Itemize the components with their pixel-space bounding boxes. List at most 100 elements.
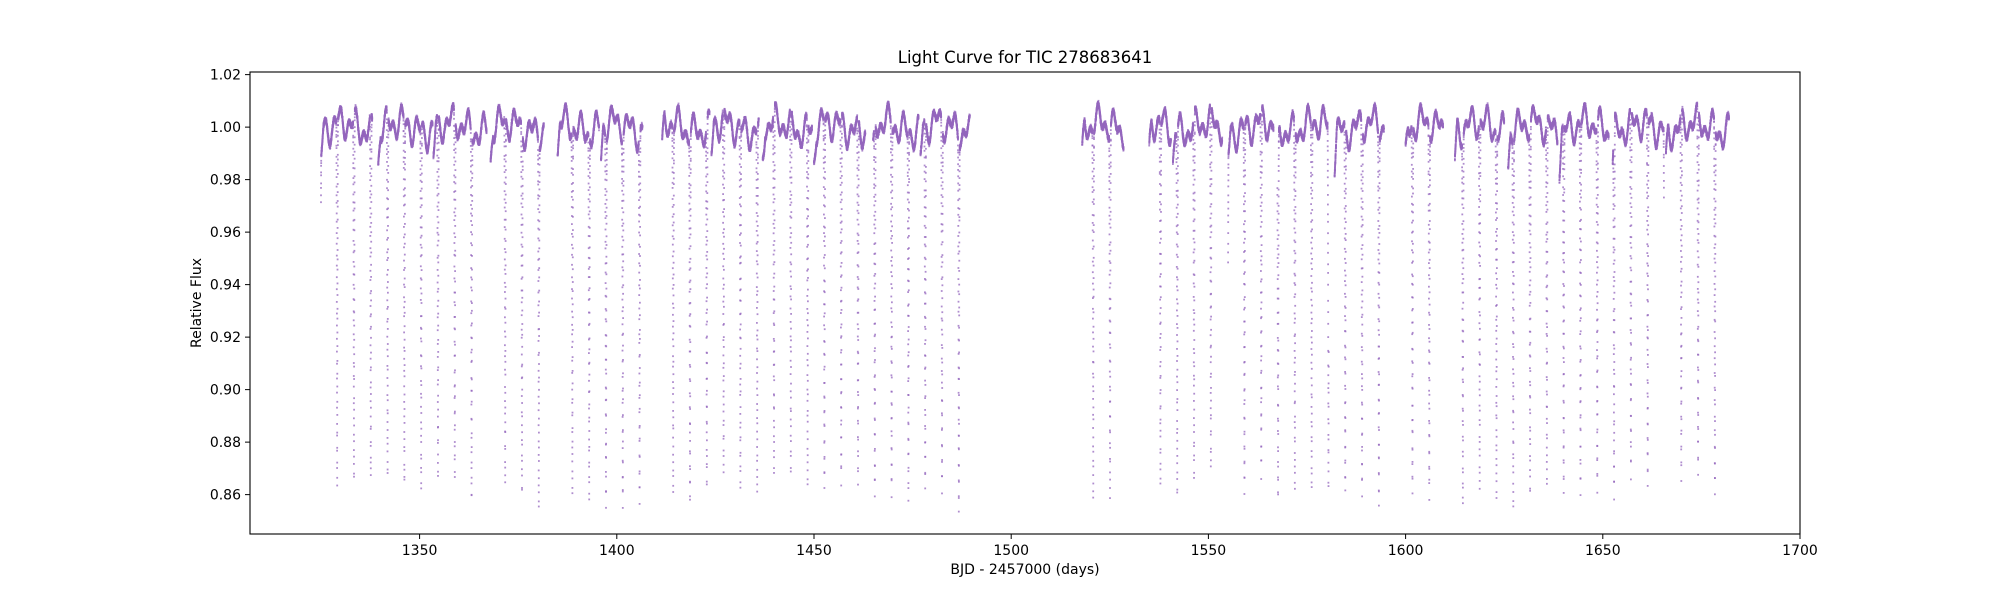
- data-point: [354, 136, 356, 138]
- data-point: [367, 134, 369, 136]
- data-point: [335, 119, 337, 121]
- data-point: [353, 183, 355, 185]
- data-point: [339, 114, 341, 116]
- data-point: [337, 120, 339, 122]
- data-point: [353, 402, 355, 404]
- data-point: [369, 190, 371, 192]
- data-point: [327, 133, 329, 135]
- data-point: [336, 392, 338, 394]
- data-point: [337, 219, 339, 221]
- data-point: [353, 386, 355, 388]
- data-point: [336, 127, 338, 129]
- data-point: [337, 237, 339, 239]
- data-point: [337, 200, 339, 202]
- data-point: [336, 288, 338, 290]
- data-point: [336, 363, 338, 365]
- data-point: [353, 346, 355, 348]
- data-point: [353, 425, 355, 427]
- data-point: [370, 315, 372, 317]
- data-point: [369, 129, 371, 131]
- data-point: [320, 162, 322, 164]
- data-point: [337, 124, 339, 126]
- data-point: [327, 130, 329, 132]
- data-point: [336, 432, 338, 434]
- data-point: [354, 244, 356, 246]
- data-point: [357, 120, 359, 122]
- data-point: [343, 129, 345, 131]
- data-point: [354, 182, 356, 184]
- data-point: [364, 131, 366, 133]
- data-point: [336, 301, 338, 303]
- data-point: [353, 362, 355, 364]
- data-point: [369, 207, 371, 209]
- data-point: [336, 462, 338, 464]
- data-point: [337, 227, 339, 229]
- data-point: [352, 148, 354, 150]
- data-point: [370, 256, 372, 258]
- data-point: [353, 194, 355, 196]
- data-point: [333, 122, 335, 124]
- data-point: [353, 473, 355, 475]
- data-point: [336, 169, 338, 171]
- data-point: [337, 294, 339, 296]
- data-point: [325, 118, 327, 120]
- data-point: [353, 353, 355, 355]
- data-point: [369, 118, 371, 120]
- data-point: [342, 125, 344, 127]
- data-point: [322, 139, 324, 141]
- data-point: [353, 378, 355, 380]
- data-point: [321, 150, 323, 152]
- data-point: [322, 137, 324, 139]
- data-point: [337, 144, 339, 146]
- data-point: [357, 116, 359, 118]
- data-point: [369, 144, 371, 146]
- data-point: [368, 123, 370, 125]
- data-point: [336, 450, 338, 452]
- data-point: [337, 191, 339, 193]
- data-point: [330, 143, 332, 145]
- data-point: [337, 283, 339, 285]
- data-point: [336, 255, 338, 257]
- data-point: [336, 378, 338, 380]
- data-point: [320, 201, 322, 203]
- data-point: [370, 387, 372, 389]
- data-point: [354, 144, 356, 146]
- data-point: [353, 210, 355, 212]
- data-point: [336, 232, 338, 234]
- data-point: [353, 397, 355, 399]
- data-point: [337, 269, 339, 271]
- data-point: [369, 137, 371, 139]
- data-point: [353, 456, 355, 458]
- data-point: [336, 313, 338, 315]
- data-point: [336, 213, 338, 215]
- data-point: [336, 351, 338, 353]
- data-point: [337, 308, 339, 310]
- data-point: [336, 485, 338, 487]
- data-point: [353, 409, 355, 411]
- data-point: [353, 240, 355, 242]
- data-point: [336, 147, 338, 149]
- data-point: [337, 183, 339, 185]
- data-point: [332, 129, 334, 131]
- data-point: [341, 109, 343, 111]
- data-point: [336, 386, 338, 388]
- data-point: [370, 292, 372, 294]
- data-point: [370, 247, 372, 249]
- data-point: [336, 407, 338, 409]
- data-point: [336, 202, 338, 204]
- data-point: [354, 168, 356, 170]
- data-point: [370, 358, 372, 360]
- data-point: [326, 119, 328, 121]
- data-point: [354, 119, 356, 121]
- data-point: [353, 299, 355, 301]
- data-point: [337, 165, 339, 167]
- data-point: [337, 159, 339, 161]
- data-point: [354, 208, 356, 210]
- data-point: [353, 266, 355, 268]
- data-point: [370, 305, 372, 307]
- data-point: [328, 137, 330, 139]
- data-point: [337, 131, 339, 133]
- data-point: [369, 226, 371, 228]
- data-point: [354, 116, 356, 118]
- data-point: [337, 259, 339, 261]
